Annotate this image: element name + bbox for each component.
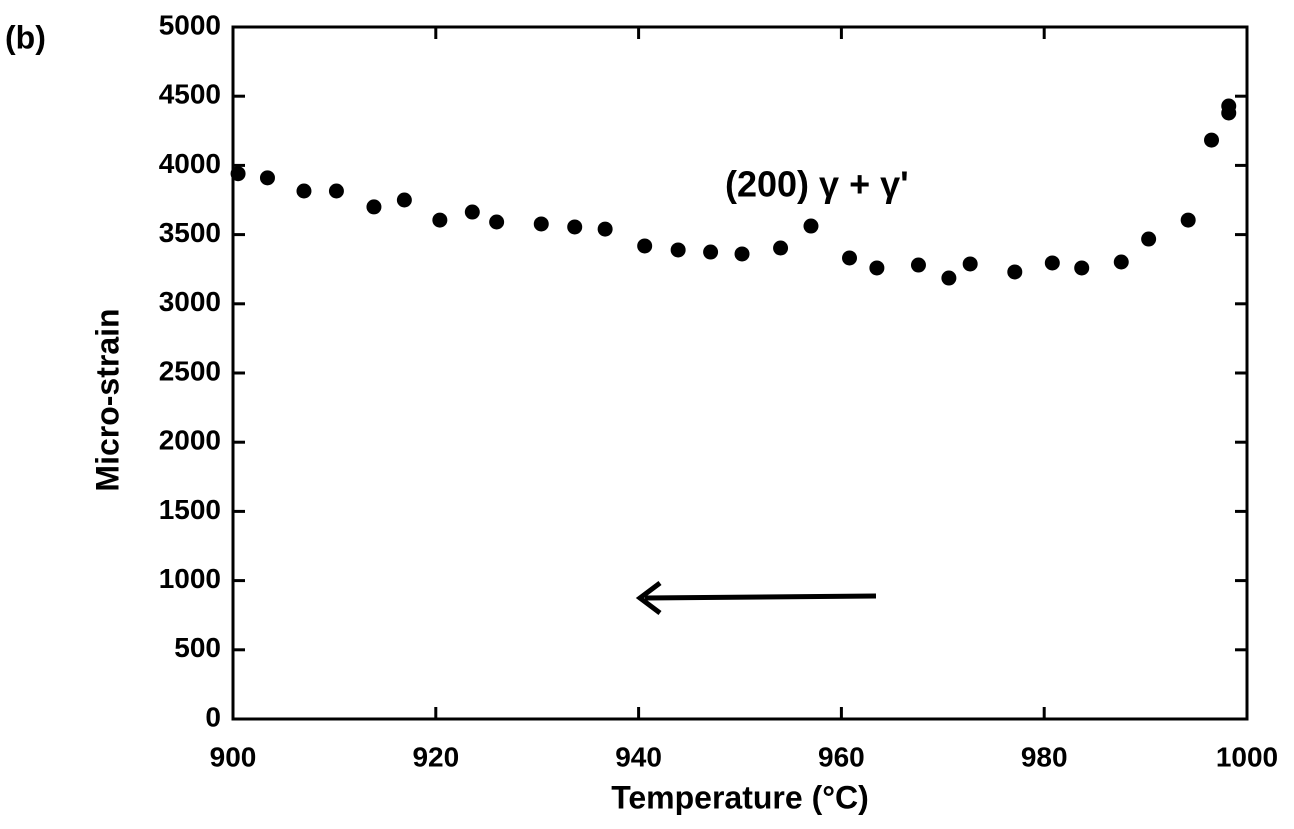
- annotation: (200) γ + γ': [725, 164, 909, 205]
- x-tick-label: 920: [412, 741, 459, 772]
- point: [803, 218, 819, 234]
- point: [1141, 231, 1157, 247]
- x-tick-label: 960: [818, 741, 865, 772]
- y-axis-title: Micro-strain: [89, 308, 125, 491]
- y-tick-label: 4500: [159, 79, 221, 110]
- point: [567, 219, 583, 235]
- x-tick-label: 900: [210, 741, 257, 772]
- point: [962, 256, 978, 272]
- point: [296, 183, 312, 199]
- point: [1074, 260, 1090, 276]
- point: [703, 244, 719, 260]
- x-tick-label: 940: [615, 741, 662, 772]
- point: [230, 166, 246, 182]
- point: [489, 214, 505, 230]
- point: [1007, 264, 1023, 280]
- point: [773, 240, 789, 256]
- point: [597, 221, 613, 237]
- y-tick-label: 1000: [159, 563, 221, 594]
- x-tick-label: 980: [1021, 741, 1068, 772]
- x-tick-label: 1000: [1216, 741, 1278, 772]
- plot-frame: [231, 25, 1249, 721]
- point: [842, 250, 858, 266]
- point: [259, 170, 275, 186]
- y-tick-label: 1500: [159, 494, 221, 525]
- y-tick-label: 500: [174, 632, 221, 663]
- point: [1044, 255, 1060, 271]
- y-tick-label: 5000: [159, 9, 221, 40]
- point: [910, 257, 926, 273]
- x-axis-title: Temperature (°C): [611, 779, 869, 815]
- point: [328, 183, 344, 199]
- point: [432, 212, 448, 228]
- point: [1204, 132, 1220, 148]
- point: [533, 216, 549, 232]
- point: [396, 192, 412, 208]
- point: [869, 260, 885, 276]
- point: [941, 270, 957, 286]
- point: [1113, 254, 1129, 270]
- y-tick-label: 3000: [159, 286, 221, 317]
- y-tick-label: 0: [205, 701, 221, 732]
- point: [637, 238, 653, 254]
- point: [464, 204, 480, 220]
- point: [670, 242, 686, 258]
- y-tick-label: 3500: [159, 217, 221, 248]
- point: [1221, 105, 1237, 121]
- y-tick-label: 4000: [159, 148, 221, 179]
- point: [1180, 212, 1196, 228]
- point: [366, 199, 382, 215]
- y-tick-label: 2500: [159, 355, 221, 386]
- panel-label: (b): [5, 19, 46, 55]
- arrow: [635, 581, 877, 615]
- y-tick-label: 2000: [159, 425, 221, 456]
- point: [734, 246, 750, 262]
